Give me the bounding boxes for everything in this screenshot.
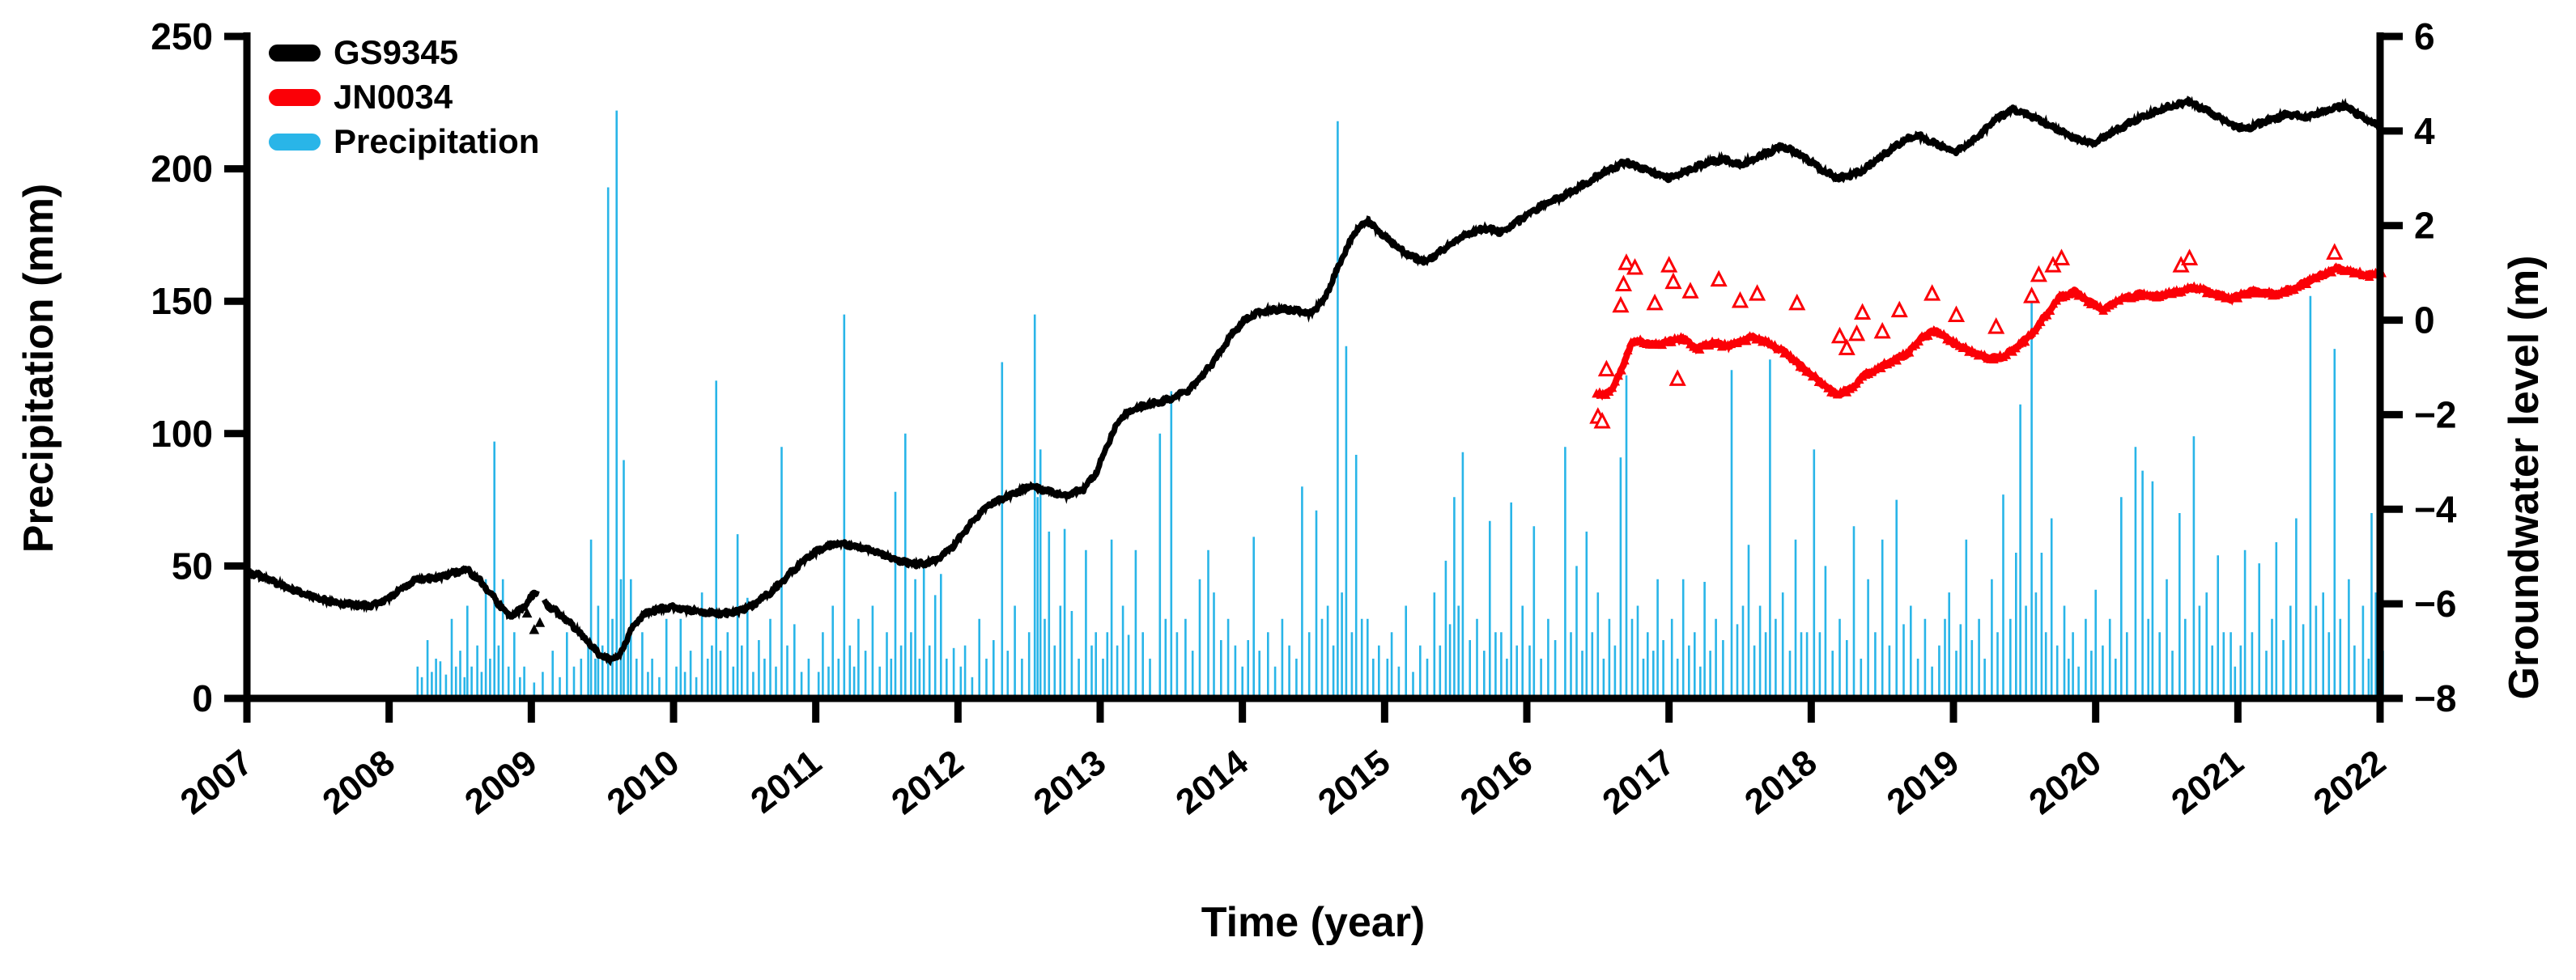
y-left-tick-label: 50: [172, 545, 213, 587]
triangle-marker: [1749, 284, 1766, 301]
x-tick-label: 2022: [2306, 742, 2393, 822]
x-tick-label: 2009: [457, 742, 544, 822]
triangle-marker: [1873, 321, 1891, 339]
triangle-marker: [1731, 291, 1749, 308]
jn0034-swatch-icon: [269, 88, 321, 106]
x-tick-label: 2015: [1311, 742, 1397, 822]
y-right-tick-label: −2: [2414, 393, 2456, 435]
triangle-marker: [1622, 345, 1633, 354]
x-tick-label: 2013: [1027, 742, 1113, 822]
triangle-marker: [1830, 326, 1849, 344]
y-right-tick-label: 0: [2414, 299, 2435, 342]
triangle-marker: [1617, 365, 1626, 375]
x-tick-label: 2018: [1737, 742, 1824, 822]
y-left-tick-label: 150: [151, 280, 213, 322]
triangle-marker: [1788, 293, 1806, 311]
legend-label: Precipitation: [334, 122, 540, 160]
triangle-marker: [1987, 317, 2005, 334]
y-left-tick-label: 250: [151, 15, 213, 57]
triangle-marker: [1660, 256, 1678, 273]
triangle-marker: [521, 607, 533, 618]
y-right-tick-label: −8: [2414, 677, 2456, 719]
triangle-marker: [1810, 371, 1821, 380]
triangle-marker: [2030, 325, 2039, 335]
triangle-marker: [1626, 258, 1644, 275]
triangle-marker: [1923, 284, 1941, 301]
gs9345-line-fuzz: [543, 95, 2384, 667]
legend-item-jn0034: JN0034: [269, 80, 539, 114]
triangle-marker: [1614, 274, 1633, 291]
x-tick-label: 2021: [2164, 742, 2251, 822]
triangle-marker: [1847, 324, 1866, 342]
legend: GS9345 JN0034 Precipitation: [269, 36, 539, 159]
y-right-tick-label: −4: [2414, 488, 2457, 530]
triangle-marker: [1610, 376, 1621, 386]
y-right-tick-label: 2: [2414, 205, 2435, 247]
triangle-marker: [2036, 316, 2046, 326]
triangle-marker: [1854, 303, 1872, 320]
y-right-tick-label: 6: [2414, 15, 2435, 57]
y-right-tick-label: −6: [2414, 583, 2456, 625]
y-axis-title-right: Groundwater level (m): [2501, 255, 2548, 700]
legend-label: JN0034: [334, 78, 453, 116]
y-left-tick-label: 0: [192, 677, 213, 719]
y-left-tick-label: 100: [151, 413, 213, 455]
x-tick-label: 2020: [2022, 742, 2109, 822]
triangle-marker: [1741, 335, 1752, 346]
triangle-marker: [1876, 363, 1886, 372]
triangle-marker: [2030, 265, 2047, 282]
triangle-marker: [1668, 369, 1686, 386]
y-left-tick-label: 200: [151, 148, 213, 190]
triangle-marker: [1890, 300, 1908, 318]
legend-item-precipitation: Precipitation: [269, 125, 539, 159]
x-tick-label: 2014: [1169, 742, 1256, 822]
triangle-marker: [1613, 370, 1623, 380]
triangle-marker: [1947, 305, 1966, 322]
triangle-marker: [1597, 359, 1615, 377]
triangle-marker: [529, 624, 540, 634]
x-tick-label: 2012: [884, 742, 971, 822]
triangle-marker: [1620, 354, 1630, 365]
x-tick-label: 2008: [316, 742, 402, 822]
triangle-marker: [1914, 336, 1923, 346]
triangle-marker: [2302, 278, 2312, 288]
triangle-marker: [2326, 243, 2344, 260]
y-axis-title-left: Precipitation (mm): [15, 183, 62, 554]
precipitation-swatch-icon: [269, 133, 321, 151]
x-tick-label: 2019: [1880, 742, 1966, 822]
x-tick-label: 2010: [600, 742, 687, 822]
triangle-marker: [2233, 293, 2243, 303]
legend-label: GS9345: [334, 33, 459, 71]
triangle-marker: [1681, 282, 1699, 299]
triangle-marker: [1617, 253, 1635, 270]
triangle-marker: [2181, 248, 2199, 265]
triangle-marker: [2052, 248, 2071, 265]
legend-item-gs9345: GS9345: [269, 36, 539, 70]
triangle-marker: [1792, 355, 1802, 366]
triangle-marker: [1612, 295, 1630, 313]
triangle-marker: [2023, 286, 2041, 303]
triangle-marker: [1664, 272, 1682, 290]
x-tick-label: 2017: [1596, 742, 1682, 822]
triangle-marker: [1904, 347, 1915, 357]
x-tick-label: 2011: [743, 742, 828, 821]
x-tick-label: 2016: [1453, 742, 1540, 822]
triangle-marker: [534, 617, 546, 627]
triangle-marker: [1838, 338, 1855, 355]
triangle-marker: [1710, 269, 1728, 287]
triangle-marker: [2045, 305, 2055, 316]
gs9345-line-fuzz: [246, 565, 538, 621]
x-tick-label: 2007: [173, 742, 260, 822]
triangle-marker: [2020, 336, 2030, 346]
gs9345-swatch-icon: [269, 44, 321, 62]
x-axis-title: Time (year): [1201, 899, 1426, 946]
triangle-marker: [1593, 411, 1611, 429]
triangle-marker: [1607, 382, 1617, 392]
triangle-marker: [1646, 293, 1664, 311]
y-right-tick-label: 4: [2414, 110, 2435, 152]
triangle-marker: [2011, 342, 2021, 353]
